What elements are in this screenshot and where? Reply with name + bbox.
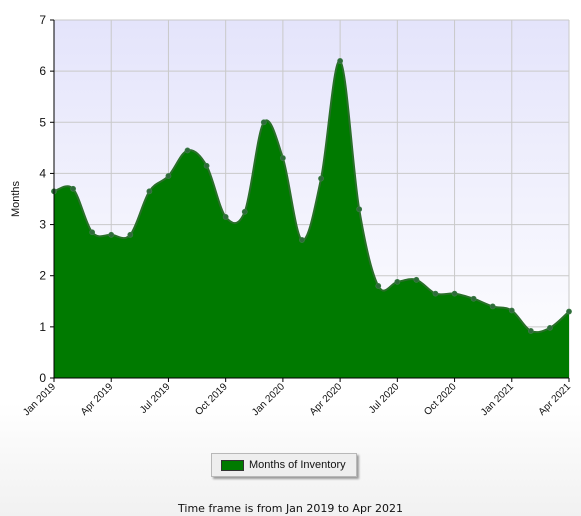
x-tick-label: Apr 2021 bbox=[537, 381, 574, 418]
legend-label: Months of Inventory bbox=[249, 459, 346, 471]
data-point bbox=[470, 295, 477, 302]
data-point bbox=[279, 155, 286, 161]
data-point bbox=[394, 278, 401, 285]
x-tick-label: Jul 2019 bbox=[138, 381, 173, 416]
y-axis-label: Months bbox=[10, 180, 22, 217]
y-tick-label: 5 bbox=[39, 115, 46, 129]
data-point bbox=[356, 206, 363, 213]
y-tick-label: 2 bbox=[39, 269, 46, 283]
x-tick-label: Oct 2019 bbox=[193, 381, 230, 418]
data-point bbox=[508, 307, 515, 314]
data-point bbox=[241, 208, 248, 215]
data-point bbox=[203, 162, 210, 169]
data-point bbox=[89, 229, 96, 236]
series-line bbox=[53, 59, 570, 334]
y-tick-label: 7 bbox=[39, 13, 46, 27]
x-tick-labels: Jan 2019 Apr 2019 Jul 2019 Oct 2019 Jan 2020… bbox=[21, 378, 573, 418]
data-point bbox=[566, 308, 572, 315]
data-point bbox=[375, 283, 382, 289]
x-tick-label: Apr 2019 bbox=[79, 381, 116, 418]
x-tick-label: Jan 2020 bbox=[250, 381, 287, 418]
legend[interactable]: Months of Inventory bbox=[211, 453, 357, 477]
x-tick-label: Jan 2019 bbox=[21, 381, 58, 418]
x-tick-label: Oct 2020 bbox=[422, 381, 459, 418]
data-point bbox=[184, 147, 191, 154]
axes bbox=[53, 20, 569, 379]
y-tick-label: 3 bbox=[39, 218, 46, 232]
data-point bbox=[547, 324, 553, 331]
data-point bbox=[318, 175, 324, 182]
data-point bbox=[146, 188, 153, 195]
data-point bbox=[527, 328, 534, 334]
data-point bbox=[165, 173, 172, 179]
data-point bbox=[451, 290, 458, 297]
legend-swatch bbox=[221, 459, 244, 471]
data-point bbox=[489, 303, 496, 310]
y-tick-label: 6 bbox=[39, 64, 46, 78]
y-tick-labels: 0 1 2 3 4 5 6 7 bbox=[39, 13, 54, 385]
y-tick-label: 0 bbox=[39, 371, 46, 385]
data-point bbox=[413, 276, 420, 283]
series-area bbox=[53, 59, 570, 379]
time-frame-caption: Time frame is from Jan 2019 to Apr 2021 bbox=[178, 502, 403, 515]
data-point bbox=[222, 213, 229, 220]
series-fill bbox=[54, 60, 569, 379]
y-tick-label: 4 bbox=[39, 166, 46, 180]
data-point bbox=[108, 231, 115, 238]
data-point bbox=[299, 237, 305, 243]
data-point bbox=[127, 231, 134, 238]
y-tick-label: 1 bbox=[39, 320, 46, 334]
data-point bbox=[70, 185, 76, 192]
x-tick-label: Jul 2020 bbox=[367, 381, 402, 416]
x-tick-label: Jan 2021 bbox=[479, 381, 516, 418]
data-point bbox=[337, 58, 344, 64]
x-tick-label: Apr 2020 bbox=[308, 381, 345, 418]
data-point bbox=[260, 119, 267, 126]
data-point bbox=[432, 290, 439, 297]
